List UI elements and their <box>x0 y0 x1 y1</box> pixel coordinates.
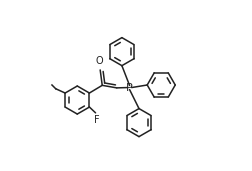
Text: P: P <box>126 83 133 93</box>
Text: O: O <box>96 56 103 66</box>
Text: F: F <box>93 115 99 125</box>
